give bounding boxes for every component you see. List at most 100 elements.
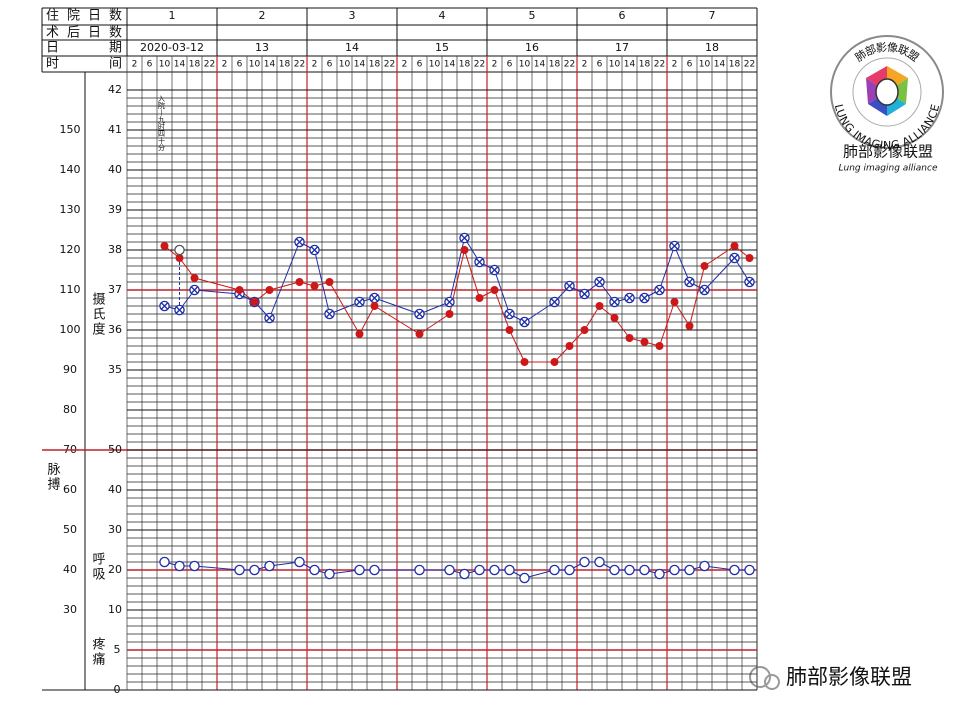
data-point: [685, 322, 694, 330]
hospital-day: 1: [169, 9, 176, 22]
data-point: [655, 342, 664, 350]
time-label: 10: [429, 60, 441, 70]
series-line: [659, 301, 675, 347]
data-point: [519, 316, 530, 328]
series-line: [614, 317, 630, 339]
point-ring: [324, 568, 335, 580]
point-ring: [354, 564, 365, 576]
point-cross: [311, 246, 318, 254]
y-tick-label: 30: [63, 603, 77, 616]
point-dot: [595, 302, 604, 310]
point-dot: [175, 254, 184, 262]
data-point: [744, 564, 755, 576]
hospital-day: 6: [619, 9, 626, 22]
time-label: 22: [654, 60, 665, 70]
series-line: [374, 305, 420, 335]
y-tick-label: 50: [108, 443, 122, 456]
axis-title: 呼吸: [90, 552, 106, 582]
point-cross: [296, 238, 303, 246]
data-point: [505, 326, 514, 334]
data-point: [474, 256, 485, 268]
date: 18: [705, 41, 719, 54]
data-point: [369, 564, 380, 576]
y-tick-label: 35: [108, 363, 122, 376]
watermark-icon: [764, 674, 780, 690]
point-cross: [416, 310, 423, 318]
data-point: [609, 564, 620, 576]
data-point: [174, 560, 185, 572]
point-cross: [506, 310, 513, 318]
time-label: 2: [132, 60, 138, 70]
data-point: [684, 276, 695, 288]
data-point: [444, 564, 455, 576]
data-point: [729, 252, 740, 264]
point-cross: [356, 298, 363, 306]
data-point: [654, 284, 665, 296]
data-point: [579, 556, 590, 568]
data-point: [670, 298, 679, 306]
time-label: 18: [189, 60, 201, 70]
data-point: [250, 298, 259, 306]
series-line: [269, 281, 300, 291]
point-ring: [669, 564, 680, 576]
data-point: [579, 288, 590, 300]
time-label: 6: [597, 60, 603, 70]
data-point: [669, 564, 680, 576]
point-dot: [460, 246, 469, 254]
data-point: [475, 294, 484, 302]
time-label: 14: [534, 60, 546, 70]
time-label: 14: [444, 60, 456, 70]
data-point: [309, 244, 320, 256]
data-point: [565, 342, 574, 350]
point-cross: [266, 314, 273, 322]
logo-subtitle: Lung imaging alliance: [839, 164, 938, 174]
point-cross: [476, 258, 483, 266]
point-cross: [746, 278, 753, 286]
y-tick-label: 10: [108, 603, 122, 616]
y-tick-label: 38: [108, 243, 122, 256]
data-point: [504, 564, 515, 576]
time-label: 22: [384, 60, 395, 70]
point-cross: [596, 278, 603, 286]
point-ring: [159, 556, 170, 568]
data-point: [595, 302, 604, 310]
point-cross: [326, 310, 333, 318]
data-point: [699, 560, 710, 572]
point-dot: [565, 342, 574, 350]
point-ring: [474, 564, 485, 576]
series-line: [419, 313, 450, 335]
point-ring: [729, 564, 740, 576]
data-point: [699, 284, 710, 296]
time-label: 18: [549, 60, 561, 70]
point-cross: [686, 278, 693, 286]
data-point: [640, 338, 649, 346]
point-ring: [264, 560, 275, 572]
point-dot: [190, 274, 199, 282]
point-ring: [744, 564, 755, 576]
data-point: [549, 564, 560, 576]
data-point: [700, 262, 709, 270]
watermark-text: 肺部影像联盟: [786, 665, 912, 689]
data-point: [295, 278, 304, 286]
data-point: [520, 358, 529, 366]
point-dot: [700, 262, 709, 270]
series-line: [659, 245, 675, 291]
data-point: [310, 282, 319, 290]
point-dot: [490, 286, 499, 294]
y-tick-label: 37: [108, 283, 122, 296]
point-dot: [250, 298, 259, 306]
point-dot: [625, 334, 634, 342]
point-ring: [249, 564, 260, 576]
series-line: [179, 257, 195, 279]
point-dot: [310, 282, 319, 290]
y-tick-label: 30: [108, 523, 122, 536]
time-label: 18: [729, 60, 741, 70]
series-line: [359, 305, 375, 335]
data-point: [175, 254, 184, 262]
point-ring: [549, 564, 560, 576]
y-tick-label: 42: [108, 83, 122, 96]
data-point: [265, 286, 274, 294]
data-point: [370, 302, 379, 310]
series-line: [584, 305, 600, 331]
